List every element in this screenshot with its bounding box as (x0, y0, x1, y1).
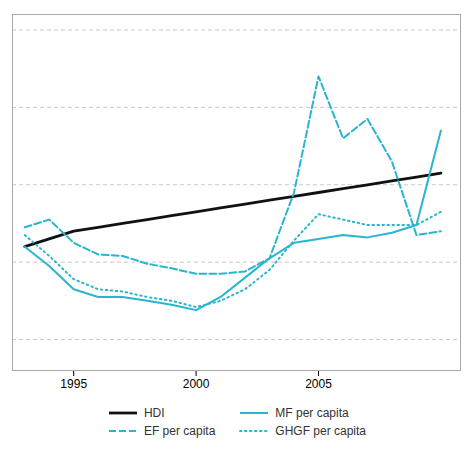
html-text:MF per capita: MF per capita (275, 406, 349, 420)
html-text:GHGF per capita: GHGF per capita (275, 424, 366, 438)
svg-text:2005: 2005 (305, 377, 332, 391)
svg-text:2000: 2000 (183, 377, 210, 391)
html-text:EF per capita: EF per capita (144, 424, 216, 438)
svg-text:1995: 1995 (60, 377, 87, 391)
html-text:HDI: HDI (144, 406, 165, 420)
